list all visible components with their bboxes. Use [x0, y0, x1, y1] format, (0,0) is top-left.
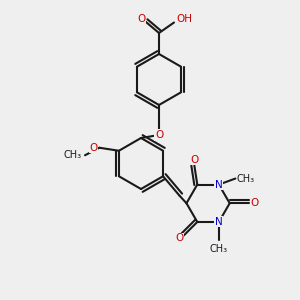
Text: O: O — [137, 14, 146, 24]
Text: O: O — [155, 130, 163, 140]
Text: CH₃: CH₃ — [237, 173, 255, 184]
Text: O: O — [250, 198, 259, 208]
Text: OH: OH — [176, 14, 192, 25]
Text: O: O — [190, 154, 198, 165]
Text: O: O — [175, 233, 183, 244]
Text: CH₃: CH₃ — [64, 150, 82, 160]
Text: N: N — [215, 179, 223, 190]
Text: N: N — [215, 217, 223, 227]
Text: CH₃: CH₃ — [210, 244, 228, 254]
Text: O: O — [90, 143, 98, 153]
